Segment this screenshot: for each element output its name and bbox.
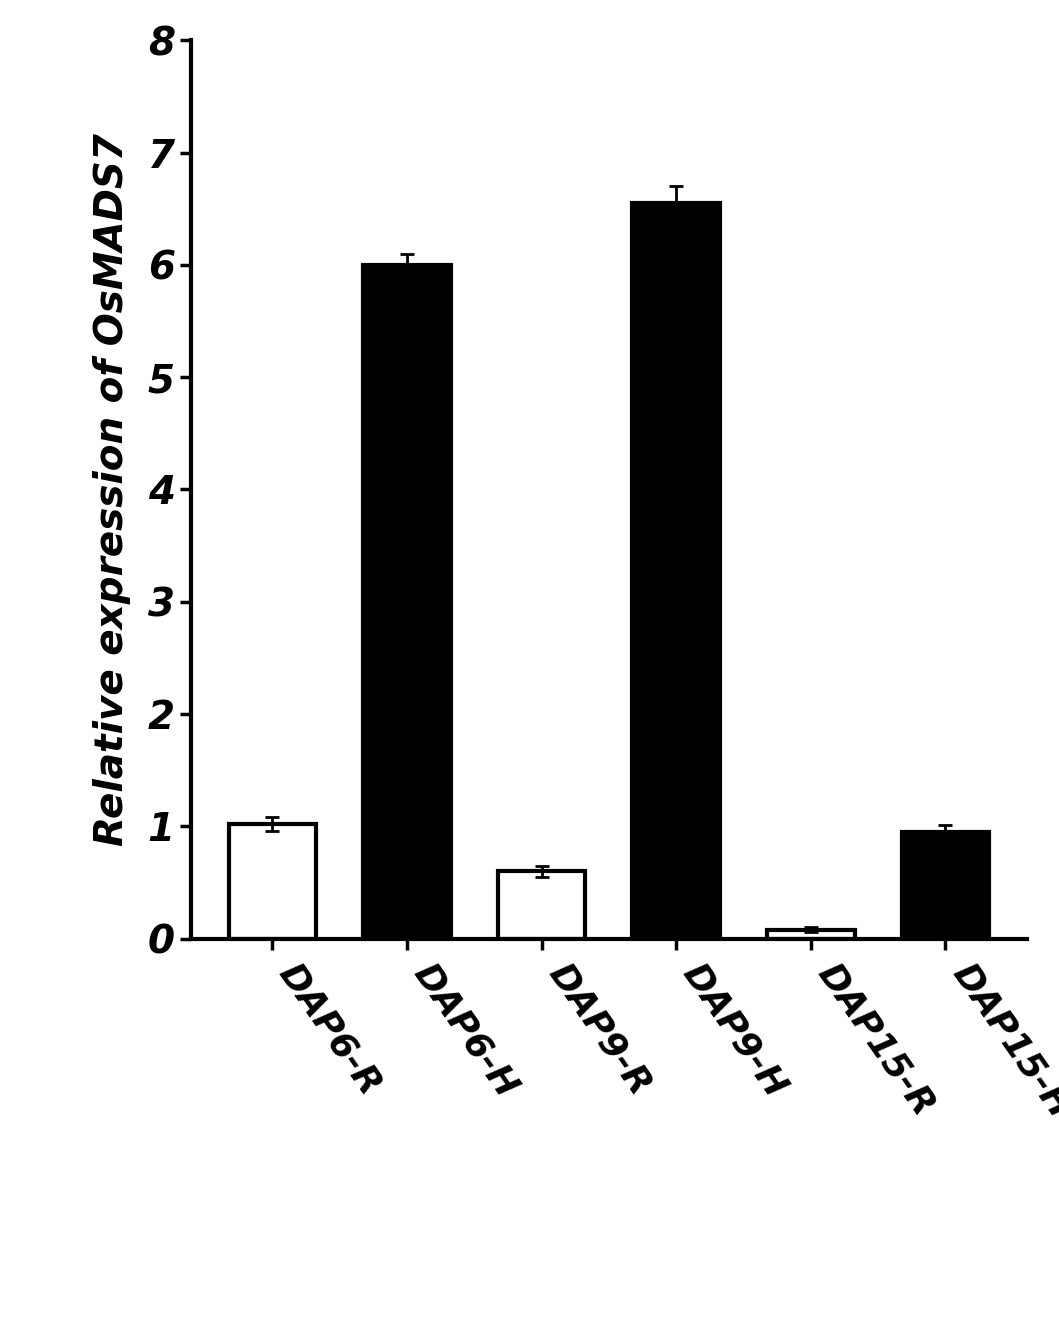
Bar [632, 202, 720, 939]
Bar [229, 825, 317, 939]
Bar [498, 872, 586, 939]
Bar [363, 264, 451, 939]
Bar [901, 831, 989, 939]
Bar [767, 929, 855, 939]
Y-axis label: Relative expression of OsMADS7: Relative expression of OsMADS7 [93, 133, 131, 846]
